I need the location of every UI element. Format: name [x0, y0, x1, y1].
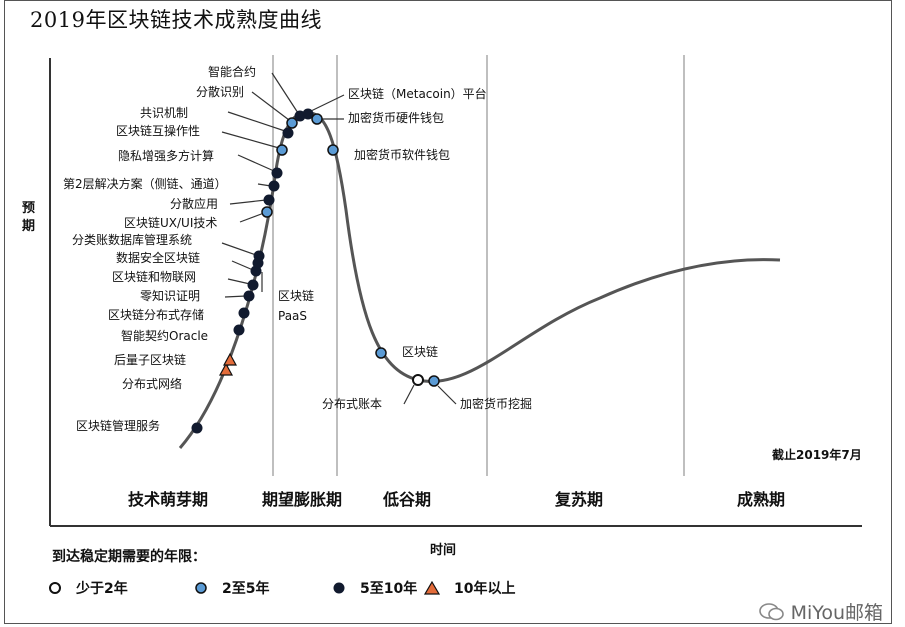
x-axis-label: 时间 [430, 542, 456, 558]
chart-title: 2019年区块链技术成熟度曲线 [30, 8, 322, 32]
y-axis-label-char-1: 预 [22, 201, 35, 216]
point-label: 区块链 [278, 288, 314, 303]
data-point [243, 290, 255, 302]
point-label: 分布式网络 [122, 376, 182, 391]
point-label: 分散应用 [170, 196, 218, 211]
point-label: 区块链和物联网 [112, 269, 196, 284]
data-point [233, 324, 245, 336]
point-label: 分布式账本 [322, 397, 382, 411]
point-label: 隐私增强多方计算 [118, 148, 214, 163]
leader-line [221, 242, 257, 256]
point-label: 第2层解决方案（侧链、通道） [63, 176, 227, 191]
data-point [263, 194, 275, 206]
data-point [271, 167, 283, 179]
leader-line [231, 260, 254, 271]
leader-line [271, 72, 299, 114]
point-label: 智能合约 [208, 64, 256, 79]
legend-item-lt2: 少于2年 [48, 576, 128, 600]
watermark-text: MiYou邮箱 [790, 602, 883, 624]
legend-item-5to10: 5至10年 [332, 576, 417, 600]
point-label: 分类账数据库管理系统 [72, 232, 192, 247]
point-label: 区块链管理服务 [76, 418, 160, 433]
point-label: 区块链互操作性 [116, 123, 200, 138]
phase-label: 技术萌芽期 [128, 490, 208, 509]
legend: 少于2年 2至5年 5至10年 10年以上 [48, 576, 548, 600]
leader-line [403, 384, 415, 405]
legend-label: 5至10年 [360, 581, 418, 597]
leader-line [239, 212, 265, 223]
leader-line [229, 199, 267, 205]
data-point [238, 307, 250, 319]
point-label: 加密货币挖掘 [460, 396, 532, 411]
legend-item-2to5: 2至5年 [194, 576, 269, 600]
phase-label: 低谷期 [382, 490, 431, 509]
leader-line [251, 91, 290, 121]
data-point-triangle [222, 352, 238, 366]
legend-label: 少于2年 [76, 581, 128, 597]
leader-line [310, 94, 345, 112]
point-label: 区块链（Metacoin）平台 [348, 86, 487, 101]
data-point [286, 117, 298, 129]
data-point [311, 113, 323, 125]
phase-label: 成熟期 [737, 490, 785, 509]
phase-label: 期望膨胀期 [262, 490, 342, 509]
point-label: 加密货币硬件钱包 [348, 110, 444, 125]
cutoff-note: 截止2019年7月 [772, 447, 862, 462]
point-label: 分散识别 [196, 84, 244, 99]
data-point [261, 206, 273, 218]
point-label: 智能契约Oracle [121, 328, 208, 343]
point-label: 区块链UX/UI技术 [124, 215, 217, 230]
leader-line [227, 111, 286, 132]
data-point [412, 374, 424, 386]
point-label: 共识机制 [140, 106, 188, 120]
point-label: 后量子区块链 [114, 352, 186, 367]
point-label: 区块链分布式存储 [108, 307, 204, 322]
data-point [375, 347, 387, 359]
data-point [252, 257, 264, 269]
point-label: 零知识证明 [140, 289, 200, 303]
data-point [428, 375, 440, 387]
legend-marker-circle-dark [333, 582, 345, 594]
y-axis-label-char-2: 期 [22, 219, 35, 234]
point-label: 区块链 [402, 344, 438, 359]
chart-frame [4, 0, 892, 624]
leader-line [221, 131, 280, 149]
data-point [191, 422, 203, 434]
hype-curve [178, 111, 781, 449]
watermark: MiYou邮箱 [758, 598, 883, 625]
legend-label: 2至5年 [222, 581, 270, 597]
leader-line [437, 385, 457, 405]
data-point-triangle [218, 362, 234, 376]
point-label: PaaS [278, 309, 307, 323]
leader-line [227, 278, 251, 285]
leader-line [237, 154, 275, 172]
data-point [276, 144, 288, 156]
legend-title: 到达稳定期需要的年限： [52, 549, 206, 565]
data-point [247, 279, 259, 291]
legend-marker-circle-blue [195, 582, 207, 594]
data-point [302, 108, 314, 120]
phase-label: 复苏期 [554, 490, 603, 509]
point-label: 加密货币软件钱包 [354, 147, 450, 162]
data-point [327, 144, 339, 156]
data-point [282, 127, 294, 139]
data-point [268, 180, 280, 192]
point-label: 数据安全区块链 [116, 250, 200, 265]
wechat-icon [758, 602, 784, 620]
legend-marker-circle-white [49, 582, 61, 594]
leader-line [224, 295, 247, 298]
legend-marker-triangle [424, 581, 440, 595]
legend-item-gt10: 10年以上 [424, 576, 515, 600]
legend-label: 10年以上 [454, 581, 516, 597]
